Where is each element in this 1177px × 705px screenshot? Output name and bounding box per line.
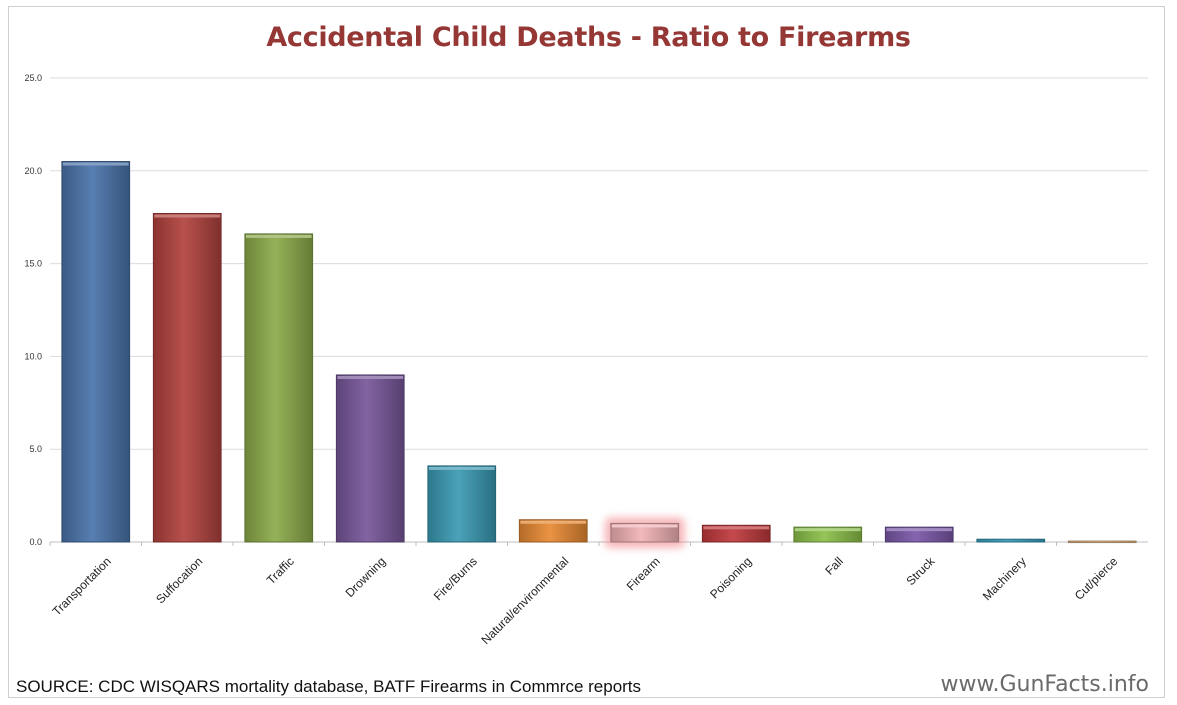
grid-lines: [49, 77, 1148, 546]
y-tick-label: 20.0: [24, 166, 42, 176]
bar-poisoning: [701, 524, 771, 543]
x-tick-label-machinery: Machinery: [980, 554, 1029, 603]
bar-natural-environmental: [518, 519, 588, 543]
bar-traffic: [244, 233, 314, 543]
x-tick-label-suffocation: Suffocation: [153, 554, 205, 606]
bar-suffocation: [152, 212, 222, 543]
y-tick-label: 5.0: [29, 444, 42, 454]
bar-cut-pierce: [1067, 540, 1137, 544]
bar-cap-natural-environmental: [520, 520, 587, 524]
bar-cap-drowning: [337, 375, 404, 379]
x-axis-labels: Transportation Suffocation Traffic Drowning…: [50, 554, 1121, 648]
bar-fire-burns: [427, 465, 497, 543]
x-tick-label-traffic: Traffic: [264, 554, 297, 587]
x-tick-label-natural-environmental: Natural/environmental: [478, 554, 571, 647]
bar-cap-transportation: [62, 162, 129, 166]
y-tick-label: 15.0: [24, 259, 42, 269]
x-tick-label-poisoning: Poisoning: [707, 554, 754, 601]
bar-machinery: [976, 538, 1046, 543]
bar-cap-struck: [886, 528, 953, 532]
x-tick-label-fire-burns: Fire/Burns: [431, 554, 480, 603]
chart-title: Accidental Child Deaths - Ratio to Firea…: [266, 22, 911, 53]
bars: [61, 161, 1137, 548]
bar-cap-suffocation: [154, 214, 221, 218]
bar-cap-fire-burns: [428, 466, 495, 470]
y-tick-label: 0.0: [29, 537, 42, 547]
x-tick-label-cut-pierce: Cut/pierce: [1072, 554, 1121, 603]
x-tick-label-firearm: Firearm: [624, 554, 663, 593]
x-tick-label-fall: Fall: [822, 554, 846, 578]
source-note: SOURCE: CDC WISQARS mortality database, …: [16, 677, 642, 696]
watermark: www.GunFacts.info: [940, 672, 1149, 697]
x-tick-label-transportation: Transportation: [50, 554, 114, 618]
bar-cap-poisoning: [703, 526, 770, 530]
y-tick-label: 25.0: [24, 73, 42, 83]
bar-drowning: [335, 374, 405, 543]
bar-cap-firearm: [611, 524, 678, 528]
y-axis-ticks: 0.0 5.0 10.0 15.0 20.0 25.0: [24, 73, 42, 547]
bar-firearm: [610, 522, 680, 543]
x-tick-label-struck: Struck: [903, 554, 938, 589]
x-tick-label-drowning: Drowning: [343, 554, 389, 600]
bar-cap-traffic: [245, 234, 312, 238]
bar-cap-fall: [794, 528, 861, 532]
bar-transportation: [61, 161, 131, 543]
y-tick-label: 10.0: [24, 351, 42, 361]
